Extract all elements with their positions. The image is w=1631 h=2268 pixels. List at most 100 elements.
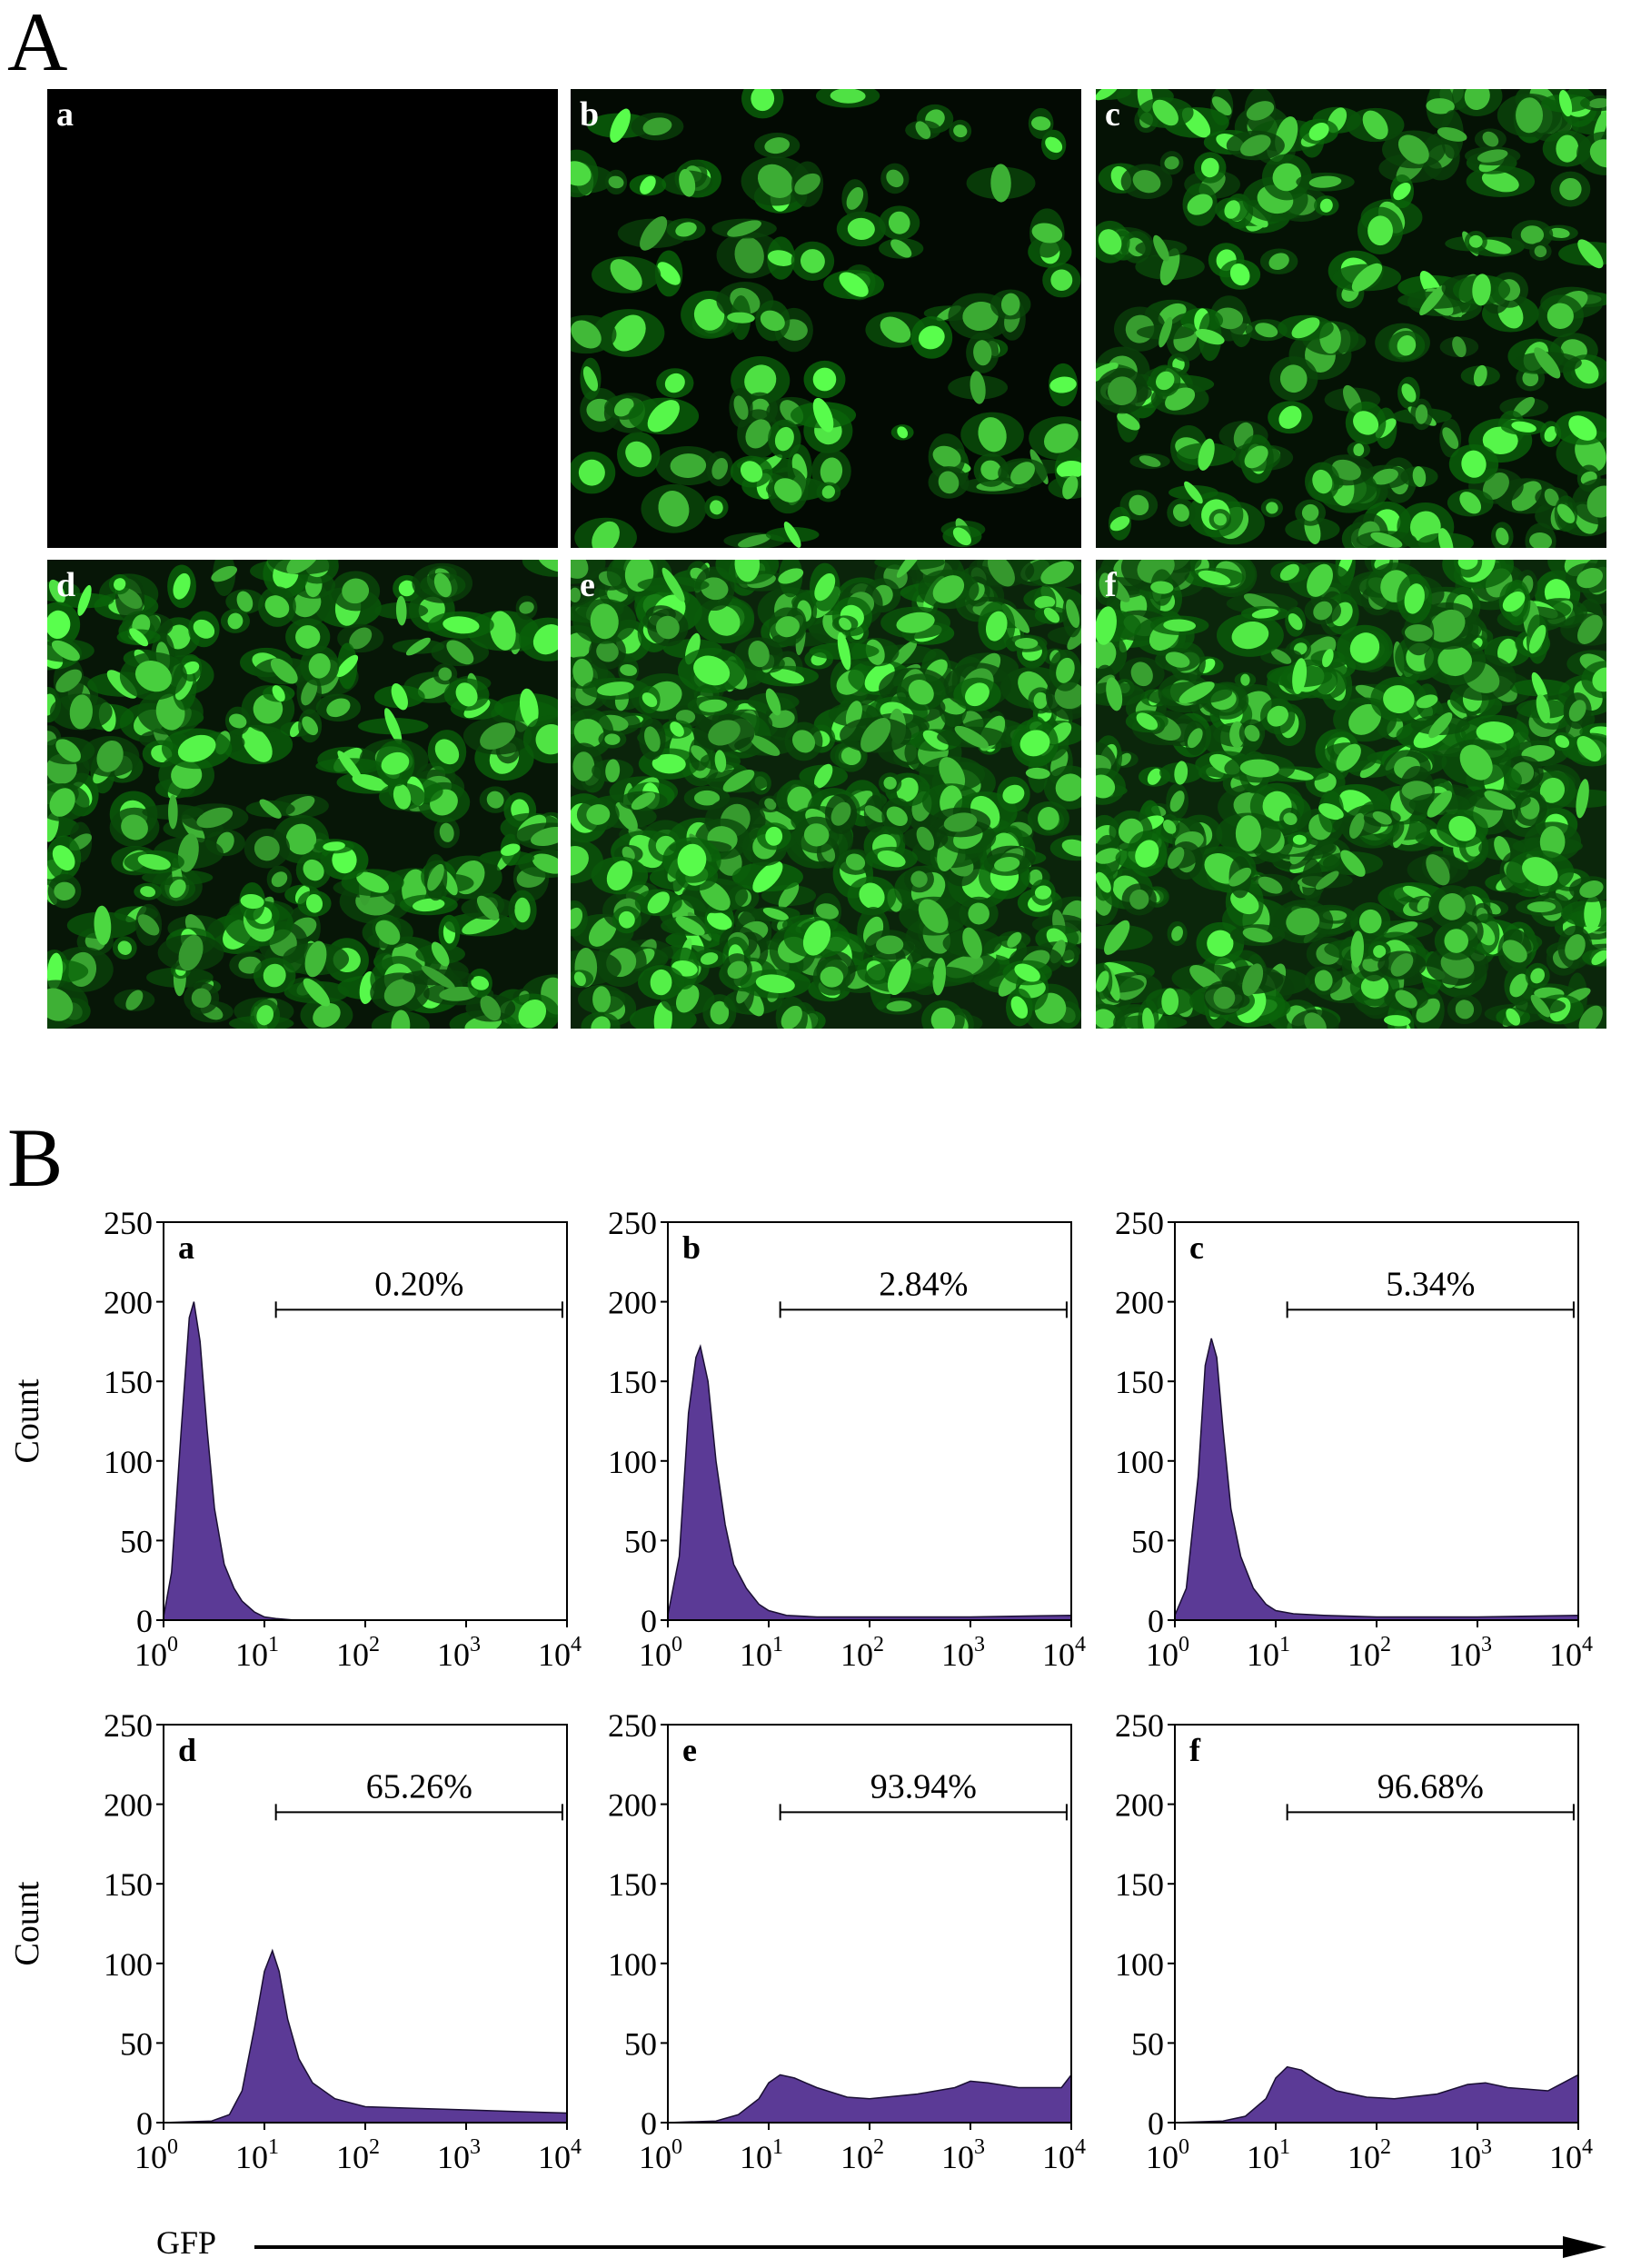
- x-tick-label: 103: [1448, 1633, 1492, 1673]
- gfp-cell: [303, 978, 331, 1007]
- gfp-cell: [1417, 897, 1431, 912]
- gfp-cell: [693, 298, 725, 331]
- gfp-cell: [1251, 608, 1279, 619]
- y-tick-label: 100: [104, 1444, 153, 1480]
- gfp-cell: [738, 533, 771, 548]
- gfp-cell: [962, 301, 999, 332]
- gfp-cell: [896, 612, 935, 633]
- gfp-cell: [1318, 803, 1344, 821]
- gfp-cell: [752, 860, 783, 893]
- gfp-cell: [177, 734, 216, 762]
- gfp-cell: [839, 272, 869, 297]
- gfp-cell: [750, 735, 781, 756]
- gfp-cell: [778, 882, 800, 909]
- y-tick-label: 100: [104, 1946, 153, 1983]
- gfp-cell: [953, 124, 968, 138]
- gfp-cell: [573, 971, 586, 987]
- gfp-cell: [1109, 515, 1130, 532]
- gfp-cell: [1496, 527, 1509, 545]
- x-tick-label: 101: [1247, 1633, 1290, 1673]
- gfp-cell: [1270, 649, 1292, 664]
- gfp-cell: [47, 610, 71, 640]
- x-tick-label: 103: [437, 2135, 481, 2175]
- gfp-cell: [227, 612, 244, 630]
- gfp-cell: [883, 776, 897, 790]
- gfp-cell: [1494, 836, 1511, 861]
- gfp-cell: [121, 814, 148, 841]
- gfp-cell: [1213, 986, 1236, 1010]
- gfp-cell: [1544, 488, 1559, 506]
- histogram-area: [163, 1948, 568, 2124]
- gfp-cell: [590, 603, 619, 640]
- gfp-cell: [1244, 724, 1260, 742]
- gfp-cell: [1096, 606, 1117, 645]
- gfp-cell: [1437, 528, 1454, 548]
- gate-percent: 5.34%: [1386, 1265, 1475, 1303]
- gfp-cell: [1509, 973, 1528, 998]
- gfp-cell: [169, 879, 186, 899]
- gfp-cell: [1442, 427, 1459, 450]
- gfp-cell: [880, 316, 911, 343]
- gfp-cell: [1428, 711, 1453, 739]
- histogram-panels: 0 50 100 150 200 250 100 101 102 103 104 a 0.20% Coun…: [8, 1205, 1593, 2175]
- gfp-cell: [774, 426, 794, 452]
- gfp-cell: [1397, 134, 1429, 164]
- gfp-cell: [802, 920, 831, 956]
- gfp-cell: [1477, 149, 1508, 163]
- x-tick-label: 102: [336, 2135, 380, 2175]
- gfp-cell: [1142, 1007, 1155, 1029]
- gfp-cell: [1556, 503, 1576, 523]
- gfp-cell: [647, 400, 681, 433]
- gfp-cell: [113, 578, 126, 591]
- gfp-cell: [1559, 177, 1582, 201]
- histogram-area: [1174, 2065, 1579, 2124]
- gfp-cell: [781, 1005, 802, 1029]
- gfp-cell: [762, 907, 789, 920]
- gfp-cell: [1480, 239, 1512, 254]
- x-tick-label: 100: [134, 1633, 178, 1673]
- gfp-cell: [1066, 599, 1080, 629]
- gfp-cell: [571, 846, 589, 876]
- gfp-cell: [1301, 503, 1319, 522]
- gfp-cell: [755, 974, 795, 993]
- gfp-cell: [1207, 930, 1234, 957]
- gfp-cell: [1174, 761, 1188, 785]
- gfp-cell: [657, 262, 681, 285]
- y-tick-label: 0: [641, 1603, 657, 1639]
- gfp-cell: [1539, 826, 1566, 858]
- gfp-cell: [1255, 323, 1278, 338]
- gfp-cell: [1107, 376, 1137, 406]
- gfp-cell: [596, 641, 619, 662]
- gfp-cell: [650, 969, 672, 996]
- gfp-cell: [259, 799, 282, 819]
- x-tick-label: 103: [437, 1633, 481, 1673]
- x-tick-label: 104: [538, 2135, 582, 2175]
- gfp-cell: [1546, 303, 1574, 330]
- gfp-cell: [1340, 850, 1366, 877]
- gfp-cell: [1061, 839, 1081, 857]
- y-tick-label: 50: [624, 1523, 657, 1559]
- gfp-cell: [1502, 940, 1527, 963]
- gfp-cell: [610, 108, 631, 143]
- gfp-cell: [1588, 98, 1606, 109]
- gfp-cell: [49, 788, 75, 817]
- gfp-cell: [1096, 970, 1109, 992]
- gfp-cell: [571, 907, 583, 930]
- micrograph-background: [47, 89, 558, 548]
- gfp-cell: [1415, 404, 1428, 424]
- gfp-cell: [930, 1007, 956, 1029]
- gfp-cell: [1530, 968, 1546, 984]
- gfp-cell: [675, 984, 700, 1013]
- gfp-cell: [658, 491, 690, 527]
- gfp-cell: [1348, 703, 1381, 735]
- gfp-cell: [727, 312, 755, 323]
- gfp-cell: [439, 822, 454, 842]
- gfp-cell: [443, 616, 480, 634]
- gfp-cell: [1576, 779, 1589, 819]
- cell-layer: [1096, 560, 1606, 1029]
- gfp-cell: [980, 460, 1001, 481]
- y-tick-label: 150: [104, 1364, 153, 1400]
- x-tick-label: 104: [1549, 2135, 1593, 2175]
- gfp-cell: [888, 211, 910, 234]
- gfp-cell: [618, 910, 635, 929]
